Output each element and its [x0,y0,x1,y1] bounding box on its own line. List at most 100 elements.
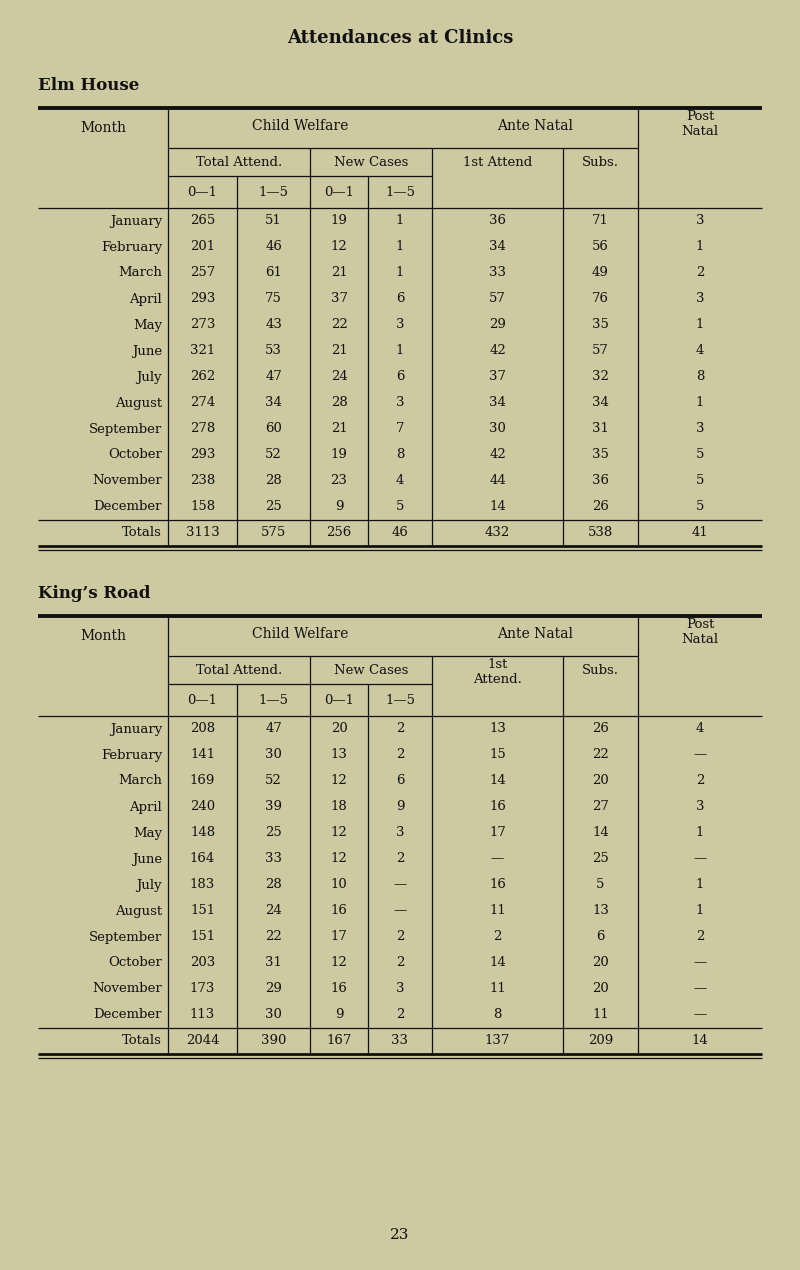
Text: 1—5: 1—5 [385,693,415,706]
Text: January: January [110,723,162,735]
Text: 0—1: 0—1 [187,185,218,198]
Text: 39: 39 [265,800,282,814]
Text: October: October [108,448,162,461]
Text: 12: 12 [330,775,347,787]
Text: 6: 6 [596,931,605,944]
Text: —: — [694,748,706,762]
Text: 56: 56 [592,240,609,254]
Text: Month: Month [80,121,126,135]
Text: 11: 11 [489,904,506,917]
Text: 19: 19 [330,448,347,461]
Text: 60: 60 [265,423,282,436]
Text: 29: 29 [489,319,506,331]
Text: 201: 201 [190,240,215,254]
Text: 16: 16 [489,800,506,814]
Text: 30: 30 [265,1008,282,1021]
Text: 21: 21 [330,423,347,436]
Text: 25: 25 [265,500,282,513]
Text: 34: 34 [592,396,609,409]
Text: 18: 18 [330,800,347,814]
Text: 3: 3 [696,215,704,227]
Text: 6: 6 [396,292,404,306]
Text: 4: 4 [396,475,404,488]
Text: 21: 21 [330,267,347,279]
Text: 19: 19 [330,215,347,227]
Text: 29: 29 [265,983,282,996]
Text: 26: 26 [592,723,609,735]
Text: 27: 27 [592,800,609,814]
Text: 11: 11 [489,983,506,996]
Text: 12: 12 [330,852,347,865]
Text: 35: 35 [592,319,609,331]
Text: 33: 33 [391,1035,409,1048]
Text: 13: 13 [489,723,506,735]
Text: 31: 31 [592,423,609,436]
Text: —: — [694,956,706,969]
Text: 11: 11 [592,1008,609,1021]
Text: 5: 5 [696,475,704,488]
Text: November: November [92,475,162,488]
Text: 44: 44 [489,475,506,488]
Text: 57: 57 [592,344,609,357]
Text: 28: 28 [265,475,282,488]
Text: 14: 14 [489,956,506,969]
Text: 4: 4 [696,723,704,735]
Text: 13: 13 [592,904,609,917]
Text: 151: 151 [190,904,215,917]
Text: 28: 28 [265,879,282,892]
Text: August: August [115,396,162,409]
Text: 2: 2 [396,956,404,969]
Text: Elm House: Elm House [38,77,139,94]
Text: 208: 208 [190,723,215,735]
Text: 22: 22 [592,748,609,762]
Text: 16: 16 [489,879,506,892]
Text: 1: 1 [396,344,404,357]
Text: Ante Natal: Ante Natal [497,119,573,133]
Text: January: January [110,215,162,227]
Text: 1: 1 [396,240,404,254]
Text: 31: 31 [265,956,282,969]
Text: 17: 17 [330,931,347,944]
Text: 141: 141 [190,748,215,762]
Text: March: March [118,775,162,787]
Text: 34: 34 [489,396,506,409]
Text: 1: 1 [396,215,404,227]
Text: 538: 538 [588,527,613,540]
Text: 1: 1 [696,879,704,892]
Text: 2: 2 [396,931,404,944]
Text: New Cases: New Cases [334,155,408,169]
Text: Post
Natal: Post Natal [682,618,718,646]
Text: —: — [694,983,706,996]
Text: 46: 46 [391,527,409,540]
Text: 14: 14 [592,827,609,839]
Text: 20: 20 [592,983,609,996]
Text: Totals: Totals [122,527,162,540]
Text: 43: 43 [265,319,282,331]
Text: 158: 158 [190,500,215,513]
Text: 24: 24 [265,904,282,917]
Text: 4: 4 [696,344,704,357]
Text: 164: 164 [190,852,215,865]
Text: 256: 256 [326,527,352,540]
Text: 3: 3 [396,983,404,996]
Text: 10: 10 [330,879,347,892]
Text: 238: 238 [190,475,215,488]
Text: 265: 265 [190,215,215,227]
Text: —: — [394,904,406,917]
Text: 3: 3 [396,827,404,839]
Text: 8: 8 [494,1008,502,1021]
Text: 273: 273 [190,319,215,331]
Text: 1: 1 [696,904,704,917]
Text: 34: 34 [265,396,282,409]
Text: 0—1: 0—1 [324,185,354,198]
Text: 390: 390 [261,1035,286,1048]
Text: 137: 137 [485,1035,510,1048]
Text: Child Welfare: Child Welfare [252,119,348,133]
Text: 23: 23 [390,1228,410,1242]
Text: May: May [133,319,162,331]
Text: Post
Natal: Post Natal [682,110,718,138]
Text: 33: 33 [265,852,282,865]
Text: 34: 34 [489,240,506,254]
Text: May: May [133,827,162,839]
Text: 1st
Attend.: 1st Attend. [473,658,522,686]
